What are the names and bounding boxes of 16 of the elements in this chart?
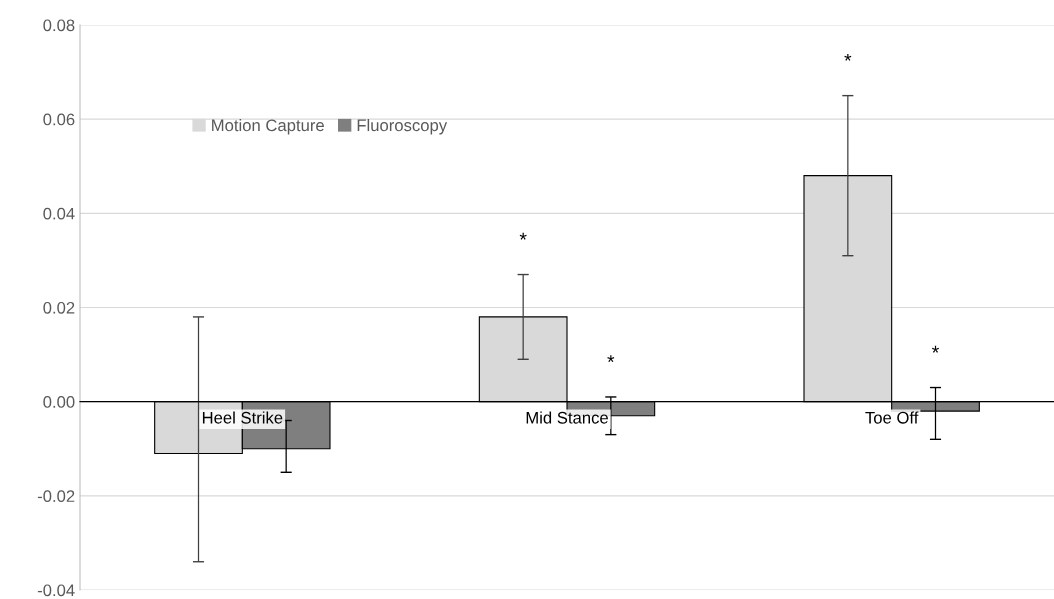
annotation: * bbox=[844, 53, 852, 61]
annotation: * bbox=[519, 232, 527, 240]
legend-label: Motion Capture bbox=[212, 118, 324, 135]
y-tick-label: -0.02 bbox=[37, 490, 75, 503]
annotation: * bbox=[932, 345, 939, 353]
x-tick-label: Heel Strike bbox=[202, 411, 283, 424]
y-tick-label: -0.04 bbox=[37, 584, 75, 597]
y-tick-label: 0.04 bbox=[43, 207, 75, 220]
annotation: * bbox=[607, 355, 615, 363]
x-tick-label: Mid Stance bbox=[526, 411, 608, 424]
legend-label: Fluoroscopy bbox=[357, 118, 448, 135]
y-tick-label: 0.08 bbox=[43, 19, 75, 32]
y-tick-label: 0.06 bbox=[43, 113, 75, 126]
y-tick-label: 0.02 bbox=[43, 301, 75, 314]
x-tick-label: Toe Off bbox=[865, 411, 919, 424]
y-tick-label: 0.00 bbox=[43, 396, 75, 408]
